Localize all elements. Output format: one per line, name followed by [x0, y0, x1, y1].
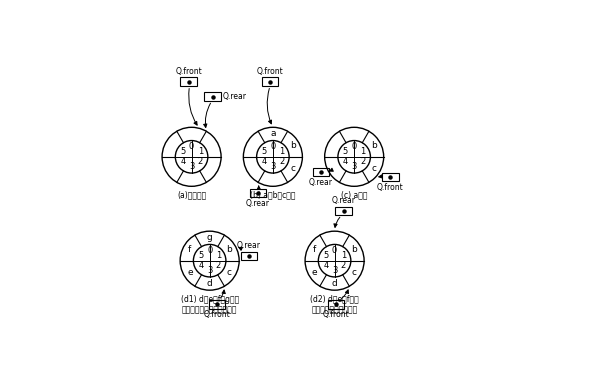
Text: Q.front: Q.front	[377, 183, 404, 192]
Text: Q.rear: Q.rear	[246, 199, 270, 208]
Text: 2: 2	[279, 157, 284, 166]
Text: 4: 4	[343, 157, 348, 166]
Bar	[250, 189, 266, 197]
Text: 0: 0	[352, 142, 357, 151]
Text: Q.rear: Q.rear	[223, 92, 247, 101]
Text: 1: 1	[197, 147, 203, 156]
Text: 0: 0	[332, 246, 337, 255]
Bar	[262, 77, 278, 86]
Text: 3: 3	[332, 266, 337, 275]
Text: c: c	[227, 267, 232, 276]
Text: f: f	[188, 245, 191, 254]
Text: e: e	[312, 267, 317, 276]
Text: 4: 4	[180, 157, 185, 166]
Text: 5: 5	[262, 147, 267, 156]
Text: 1: 1	[360, 147, 365, 156]
Bar	[382, 173, 398, 181]
Text: Q.front: Q.front	[323, 310, 349, 319]
Bar	[241, 252, 257, 260]
Text: 0: 0	[270, 142, 275, 151]
Text: (c) a出队: (c) a出队	[341, 191, 367, 200]
Text: c: c	[352, 267, 357, 276]
Text: 4: 4	[323, 261, 328, 270]
Bar	[313, 168, 329, 176]
Text: 3: 3	[270, 162, 275, 171]
Text: f: f	[313, 245, 316, 254]
Text: 2: 2	[216, 261, 221, 270]
Text: (d2) d、e、f入队
（犊牌一个存储单元）: (d2) d、e、f入队 （犊牌一个存储单元）	[310, 295, 359, 314]
Text: 5: 5	[180, 147, 185, 156]
Text: Q.rear: Q.rear	[237, 241, 261, 250]
Text: 3: 3	[352, 162, 357, 171]
Text: 4: 4	[262, 157, 267, 166]
Text: b: b	[290, 141, 296, 150]
Text: Q.rear: Q.rear	[332, 196, 356, 205]
Text: c: c	[290, 164, 295, 173]
Text: 5: 5	[198, 251, 203, 260]
Text: 1: 1	[279, 147, 284, 156]
Text: d: d	[207, 279, 212, 288]
Text: 2: 2	[360, 157, 365, 166]
Text: d: d	[332, 279, 337, 288]
Text: Q.front: Q.front	[256, 66, 283, 75]
Text: 0: 0	[189, 142, 194, 151]
Text: 0: 0	[207, 246, 212, 255]
Text: b: b	[352, 245, 357, 254]
Text: (b) a、b、c入队: (b) a、b、c入队	[250, 191, 296, 200]
Text: Q.rear: Q.rear	[309, 178, 333, 187]
Text: Q.front: Q.front	[175, 66, 202, 75]
Bar	[328, 300, 344, 308]
Text: Q.front: Q.front	[204, 310, 230, 319]
Text: b: b	[371, 141, 377, 150]
Text: 3: 3	[207, 266, 212, 275]
Text: 5: 5	[343, 147, 348, 156]
Text: g: g	[207, 233, 212, 242]
Bar	[180, 77, 197, 86]
Text: 2: 2	[197, 157, 203, 166]
Bar	[335, 207, 352, 215]
Text: 1: 1	[216, 251, 221, 260]
Text: 5: 5	[323, 251, 328, 260]
Text: c: c	[371, 164, 376, 173]
Text: (a)初始空队: (a)初始空队	[177, 191, 206, 200]
Text: b: b	[227, 245, 232, 254]
Text: 4: 4	[198, 261, 203, 270]
Bar	[209, 300, 226, 308]
Text: (d1) d、e、f、g入队
（无法判断队满还是队空）: (d1) d、e、f、g入队 （无法判断队满还是队空）	[181, 295, 239, 314]
Text: 3: 3	[189, 162, 194, 171]
Text: 1: 1	[341, 251, 346, 260]
Text: 2: 2	[341, 261, 346, 270]
Text: a: a	[270, 129, 275, 138]
Bar	[205, 92, 221, 101]
Text: e: e	[187, 267, 193, 276]
